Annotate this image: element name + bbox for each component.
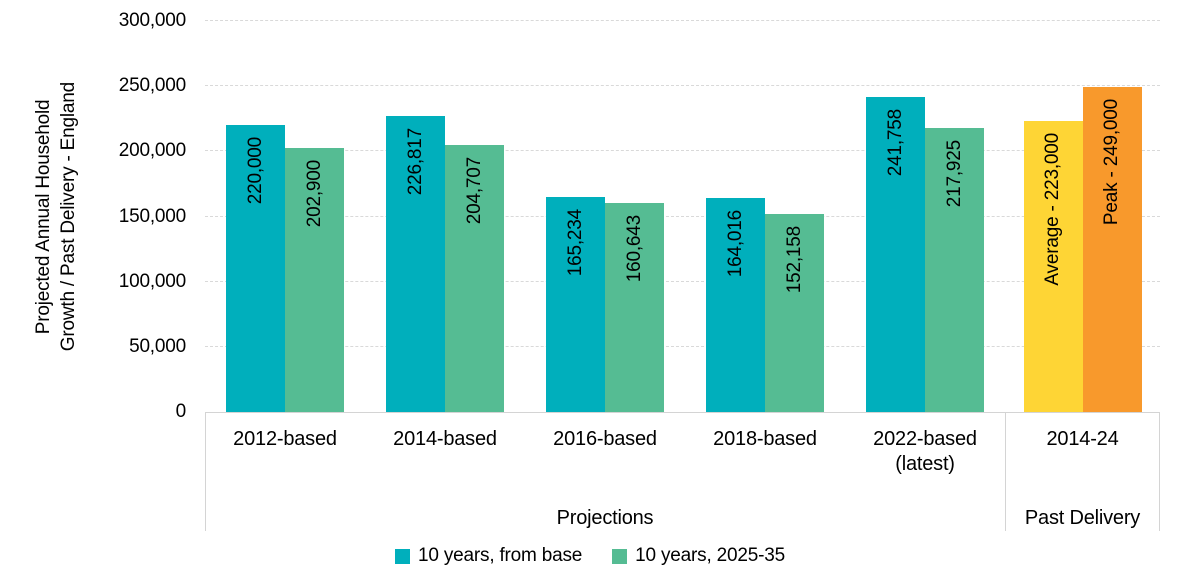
legend-label-from-base: 10 years, from base	[418, 545, 583, 566]
category-2022-based-latest-: 241,758 217,925	[845, 21, 1005, 412]
bar: 241,758	[866, 96, 925, 412]
bar: 217,925	[925, 127, 984, 412]
x-axis-category-label: 2012-based	[233, 428, 337, 450]
y-axis-tick-label: 150,000	[118, 205, 186, 227]
bar: 202,900	[285, 147, 344, 412]
y-axis-tick-label: 200,000	[118, 140, 186, 162]
bar: 226,817	[386, 116, 445, 412]
gridline	[205, 150, 1160, 152]
category-2014-based: 226,817 204,707	[365, 21, 525, 412]
gridline	[205, 345, 1160, 347]
bar-value-label: 217,925	[943, 139, 965, 208]
bar: Average - 223,000	[1023, 121, 1083, 412]
legend-item-from-base: 10 years, from base	[395, 545, 582, 567]
gridline	[205, 280, 1160, 282]
bar: 220,000	[226, 125, 285, 412]
category-axis-separator	[1005, 412, 1006, 531]
gridline	[205, 85, 1160, 87]
bar-value-label: 152,158	[783, 225, 805, 293]
bar: 165,234	[546, 196, 605, 412]
bar-value-label: 241,758	[884, 108, 906, 177]
category-2014-24: Average - 223,000 Peak - 249,000	[1005, 21, 1160, 412]
bar-value-label: 220,000	[244, 137, 266, 205]
y-axis-tick-label: 300,000	[118, 10, 186, 31]
y-axis-tick-label: 0	[175, 401, 187, 422]
bar-value-label: Peak - 249,000	[1101, 99, 1122, 226]
y-axis-tick-label: 100,000	[118, 270, 186, 292]
axis-group-label: Past Delivery	[1024, 507, 1141, 529]
x-axis-category-label: 2014-based	[393, 428, 497, 450]
bar: 160,643	[605, 202, 664, 412]
axis-group-label: Projections	[556, 507, 654, 529]
bar-value-label: 165,234	[564, 208, 586, 276]
x-axis-category-label: 2022-based (latest)	[873, 428, 977, 475]
gridline	[205, 20, 1160, 21]
bar-value-label: 160,643	[623, 214, 645, 282]
bar-value-label: 164,016	[724, 210, 746, 278]
bar-value-label: 204,707	[463, 157, 485, 225]
category-axis-separator	[205, 412, 206, 531]
y-axis-tick-label: 50,000	[129, 335, 186, 357]
x-axis-category-label: 2018-based	[713, 428, 817, 450]
x-axis-category-label: 2016-based	[553, 428, 657, 450]
gridline	[205, 215, 1160, 217]
category-2016-based: 165,234 160,643	[525, 21, 685, 412]
bar: 164,016	[706, 198, 765, 412]
bar-value-label: 226,817	[404, 128, 426, 196]
x-axis-category-label: 2014-24	[1046, 428, 1119, 450]
legend: 10 years, from base 10 years, 2025-35	[0, 545, 1180, 567]
legend-swatch-from-base	[395, 548, 411, 564]
bar-value-label: 202,900	[303, 159, 325, 227]
bar: 152,158	[765, 213, 824, 412]
legend-item-2025-35: 10 years, 2025-35	[612, 545, 785, 567]
x-axis-line	[205, 412, 1160, 413]
category-axis-separator	[1159, 412, 1160, 531]
legend-label-2025-35: 10 years, 2025-35	[635, 545, 785, 566]
bar: Peak - 249,000	[1082, 87, 1142, 412]
y-axis-tick-label: 250,000	[118, 75, 186, 97]
category-2018-based: 164,016 152,158	[685, 21, 845, 412]
category-2012-based: 220,000 202,900	[205, 21, 365, 412]
bar: 204,707	[445, 145, 504, 412]
legend-swatch-2025-35	[612, 548, 628, 564]
bar-value-label: Average - 223,000	[1042, 133, 1063, 286]
